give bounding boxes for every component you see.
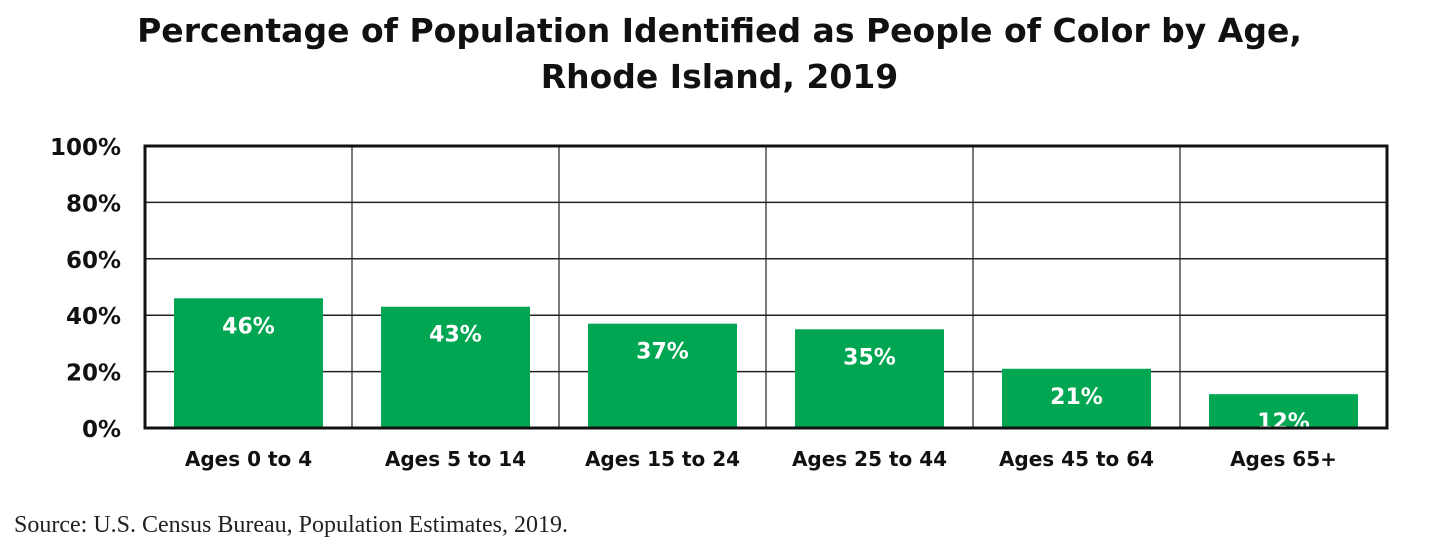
x-tick-label: Ages 5 to 14 <box>385 447 526 471</box>
x-tick-label: Ages 65+ <box>1230 447 1337 471</box>
bar <box>174 298 323 428</box>
source-note: Source: U.S. Census Bureau, Population E… <box>14 512 568 538</box>
x-tick-label: Ages 15 to 24 <box>585 447 740 471</box>
x-tick-label: Ages 0 to 4 <box>185 447 312 471</box>
y-tick-label: 60% <box>66 248 121 274</box>
bar <box>381 306 530 428</box>
x-tick-label: Ages 45 to 64 <box>999 447 1154 471</box>
data-label: 35% <box>843 345 896 370</box>
y-tick-label: 20% <box>66 361 121 387</box>
bar <box>795 329 944 428</box>
y-tick-label: 0% <box>82 417 121 443</box>
chart-title: Percentage of Population Identified as P… <box>0 8 1439 100</box>
data-label: 37% <box>636 340 689 365</box>
chart-title-line-2: Rhode Island, 2019 <box>540 57 899 96</box>
bar <box>588 323 737 428</box>
data-label: 21% <box>1050 385 1103 410</box>
chart-title-line-1: Percentage of Population Identified as P… <box>137 11 1302 50</box>
x-tick-label: Ages 25 to 44 <box>792 447 947 471</box>
y-tick-label: 100% <box>50 135 121 161</box>
data-label: 43% <box>429 323 482 348</box>
data-label: 12% <box>1257 410 1310 435</box>
plot-border <box>143 144 1389 430</box>
data-label: 46% <box>222 314 275 339</box>
bar <box>1209 394 1358 428</box>
y-tick-label: 80% <box>66 191 121 217</box>
y-tick-label: 40% <box>66 304 121 330</box>
bar <box>1002 368 1151 428</box>
